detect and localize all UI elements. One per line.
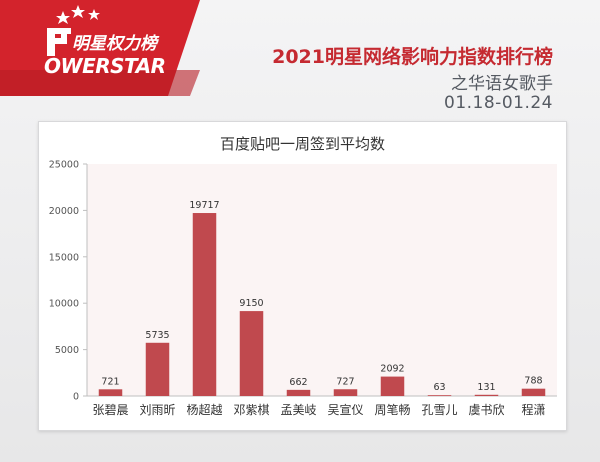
bar-value-label: 2092 bbox=[380, 364, 404, 375]
chart-card: 百度贴吧一周签到平均数 0 5000 10000 15000 20000 25000 721 张… bbox=[38, 121, 567, 431]
bar-value-label: 5735 bbox=[145, 330, 169, 341]
bar bbox=[333, 389, 358, 396]
bar-value-label: 662 bbox=[289, 377, 307, 388]
star-icon bbox=[88, 9, 100, 20]
y-tick-label: 25000 bbox=[49, 160, 79, 171]
bar bbox=[145, 342, 170, 396]
fist-logo-icon bbox=[47, 28, 71, 56]
y-tick-label: 5000 bbox=[55, 345, 79, 356]
brand-banner-background bbox=[0, 0, 200, 96]
bar-value-label: 727 bbox=[336, 376, 354, 387]
date-range: 01.18-01.24 bbox=[444, 93, 553, 113]
page-title: 2021明星网络影响力指数排行榜 bbox=[272, 46, 553, 68]
x-category-label: 邓紫棋 bbox=[233, 403, 269, 417]
x-category-label: 孔雪儿 bbox=[421, 403, 457, 417]
x-category-label: 程潇 bbox=[521, 402, 545, 417]
x-category-label: 吴宣仪 bbox=[327, 402, 363, 417]
bar bbox=[286, 389, 311, 396]
bar bbox=[380, 376, 405, 396]
y-tick-label: 10000 bbox=[49, 299, 79, 310]
star-icon bbox=[56, 11, 70, 24]
bar-value-label: 9150 bbox=[239, 298, 263, 309]
bar bbox=[521, 388, 546, 396]
bar-chart: 百度贴吧一周签到平均数 0 5000 10000 15000 20000 25000 721 张… bbox=[49, 135, 557, 417]
page-subtitle: 之华语女歌手 bbox=[451, 74, 553, 94]
bar-value-label: 721 bbox=[101, 376, 119, 387]
brand-name-en: OWERSTAR bbox=[44, 54, 166, 78]
x-category-label: 杨超越 bbox=[186, 402, 222, 417]
bar bbox=[192, 213, 217, 396]
bar bbox=[239, 311, 264, 396]
brand-name-cn: 明星权力榜 bbox=[72, 34, 157, 54]
bar-value-label: 131 bbox=[477, 382, 495, 393]
bar bbox=[98, 389, 123, 396]
x-category-label: 张碧晨 bbox=[92, 403, 128, 417]
x-category-label: 刘雨昕 bbox=[139, 403, 175, 417]
y-tick-label: 15000 bbox=[49, 252, 79, 263]
bar bbox=[474, 394, 499, 396]
x-category-label: 孟美岐 bbox=[280, 403, 316, 417]
bar-value-label: 19717 bbox=[189, 200, 219, 211]
brand-banner: 明星权力榜 OWERSTAR bbox=[0, 0, 200, 96]
x-category-label: 虞书欣 bbox=[468, 403, 504, 417]
bar-value-label: 63 bbox=[433, 382, 445, 393]
star-icon bbox=[71, 5, 85, 18]
bar bbox=[427, 395, 452, 396]
x-category-label: 周笔畅 bbox=[374, 402, 410, 417]
bar-value-label: 788 bbox=[524, 376, 542, 387]
y-tick-label: 20000 bbox=[49, 206, 79, 217]
y-tick-label: 0 bbox=[73, 392, 79, 403]
chart-title: 百度贴吧一周签到平均数 bbox=[220, 135, 385, 153]
